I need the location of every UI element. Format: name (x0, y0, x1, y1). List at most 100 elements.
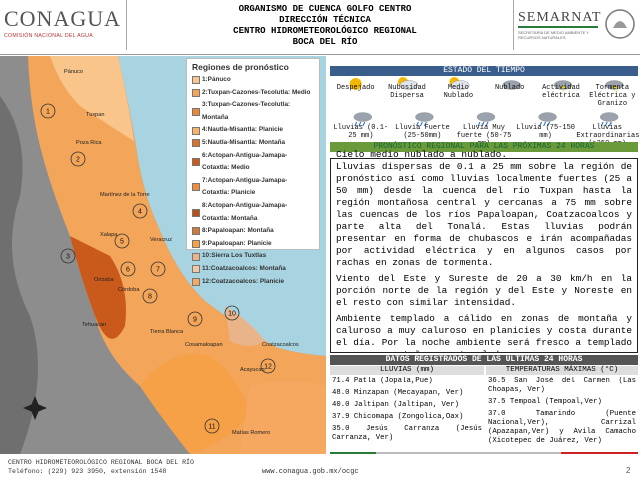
logo-text: SEMARNAT (518, 10, 600, 28)
weather-label: Medio Nublado (443, 84, 474, 100)
legend-item: 2:Tuxpan-Cazones-Tecolutla: Medio (192, 87, 314, 100)
rain-record: 71.4 Patla (Jopala,Pue) (332, 377, 433, 385)
city-label: Cosamaloapan (185, 342, 223, 348)
rain-record: 35.0 Jesús Carranza (Jesús Carranza, Ver… (332, 425, 482, 442)
rain-icon (415, 121, 427, 127)
legend-swatch (192, 158, 200, 167)
region-number: 8 (148, 294, 152, 301)
region-marker (224, 305, 240, 321)
region-marker (260, 358, 276, 374)
legend-label: 1:Pánuco (202, 76, 231, 83)
region-marker (70, 151, 86, 167)
region-area (140, 354, 250, 454)
forecast-paragraph: Viento del Este y Sureste de 20 a 30 km/… (336, 273, 632, 308)
weather-labels: Despejado Nubosidad Dispersa Medio Nublado… (330, 76, 639, 148)
rain-record: 37.9 Chicomapa (Zongolica,Oax) (332, 413, 464, 421)
legend-swatch (192, 252, 200, 261)
state-area (28, 56, 326, 454)
legend-item: 9:Papaloapan: Planicie (192, 238, 314, 251)
legend-label: 3:Tuxpan-Cazones-Tecolutla: Montaña (202, 101, 291, 121)
cloud-icon (600, 112, 619, 122)
region-marker (204, 418, 220, 434)
city-label: Matías Romero (232, 430, 270, 436)
footer-center: CENTRO HIDROMETEOROLÓGICO REGIONAL BOCA … (8, 459, 194, 466)
header-title: ORGANISMO DE CUENCA GOLFO CENTRO DIRECCIÓ… (160, 4, 490, 48)
region-marker (114, 233, 130, 249)
semarnat-logo: SEMARNAT SECRETARÍA DE MEDIO AMBIENTE Y … (518, 10, 600, 40)
legend: Regiones de pronóstico 1:Pánuco 2:Tuxpan-… (186, 58, 320, 286)
city-label: Xalapa (100, 232, 118, 238)
section-title: PRONÓSTICO REGIONAL PARA LAS PRÓXIMAS 24… (330, 142, 638, 152)
conagua-logo: CONAGUA COMISIÓN NACIONAL DEL AGUA (4, 6, 122, 46)
legend-swatch (192, 277, 200, 286)
city-label: Tehuacán (82, 322, 106, 328)
forecast-paragraph: Ambiente templado a cálido en zonas de m… (336, 313, 632, 352)
legend-swatch (192, 183, 200, 192)
legend-label: 6:Actopan-Antigua-Jamapa-Cotaxtla: Medio (202, 151, 288, 172)
region-marker (187, 311, 203, 327)
region-number: 6 (126, 267, 130, 274)
region-number: 4 (138, 209, 142, 216)
legend-label: 12:Coatzacoalcos: Planicie (202, 277, 285, 285)
legend-swatch (192, 76, 200, 85)
city-label: Poza Rica (76, 140, 102, 146)
region-marker (40, 103, 56, 119)
footer-url: www.conagua.gob.mx/ocgc (262, 468, 359, 476)
legend-swatch (192, 240, 200, 249)
city-label: Pánuco (64, 69, 83, 75)
region-marker (120, 261, 136, 277)
city-label: Martínez de la Torre (100, 192, 150, 198)
title-line: BOCA DEL RÍO (292, 37, 358, 47)
column-header: TEMPERATURAS MÁXIMAS (°C) (486, 366, 638, 375)
weather-label: Actividad eléctrica (542, 84, 580, 100)
region-marker (150, 261, 166, 277)
city-label: Tuxpan (86, 112, 104, 118)
legend-title: Regiones de pronóstico (192, 62, 289, 72)
legend-item: 11:Coatzacoalcos: Montaña (192, 263, 314, 276)
legend-swatch (192, 208, 200, 217)
legend-item: 4:Nautla-Misantla: Planicie (192, 124, 314, 137)
region-marker (60, 248, 76, 264)
title-line: ORGANISMO DE CUENCA GOLFO CENTRO (238, 4, 412, 14)
legend-swatch (192, 126, 200, 135)
region-number: 12 (264, 364, 272, 371)
region-number: 10 (228, 311, 236, 318)
rain-list: 71.4 Patla (Jopala,Pue) 48.0 Minzapan (Me… (332, 377, 482, 453)
title-line: CENTRO HIDROMETEOROLÓGICO REGIONAL (233, 26, 417, 36)
legend-item: 7:Actopan-Antigua-Jamapa-Cotaxtla: Plani… (192, 175, 314, 200)
cloud-icon (605, 80, 624, 90)
rain-icon (477, 121, 489, 127)
weather-label: Nubosidad Dispersa (388, 84, 426, 100)
rain-record: 40.0 Jaltipan (Jaltipan, Ver) (332, 401, 459, 409)
weather-label: Lluvias (0.1-25 mm) (333, 124, 389, 140)
legend-item: 1:Pánuco (192, 74, 314, 87)
legend-item: 5:Nautla-Misantla: Montaña (192, 137, 314, 150)
region-marker (142, 288, 158, 304)
title-line: DIRECCIÓN TÉCNICA (279, 15, 371, 25)
region-area (240, 381, 326, 454)
region-number: 3 (66, 254, 70, 261)
weather-label: Despejado (336, 84, 375, 92)
city-label: Acayucan (240, 367, 265, 373)
weather-label: Lluvia Fuerte (25-50mm) (395, 124, 450, 140)
temp-record: 36.5 San José del Carmen (Las Choapas, V… (488, 377, 636, 394)
city-label: Tierra Blanca (150, 329, 184, 335)
column-header: LLUVIAS (mm) (330, 366, 484, 375)
forecast-text: Lluvias dispersas de 0.1 a 25 mm sobre l… (330, 158, 638, 353)
region-number: 5 (120, 239, 124, 246)
logo-subtext: COMISIÓN NACIONAL DEL AGUA (4, 33, 93, 39)
city-label: Córdoba (118, 287, 140, 293)
legend-swatch (192, 227, 200, 236)
region-area (225, 306, 265, 346)
cloud-icon (538, 112, 557, 122)
rain-icon (539, 121, 551, 127)
cloud-icon (415, 112, 434, 122)
legend-label: 5:Nautla-Misantla: Montaña (202, 138, 286, 146)
rain-icon (600, 121, 612, 127)
cloud-icon (399, 80, 419, 90)
legend-swatch (192, 107, 200, 116)
sky-text: Cielo medio nublado a nublado. (336, 149, 508, 160)
divider (513, 0, 514, 50)
sun-icon (349, 78, 362, 90)
